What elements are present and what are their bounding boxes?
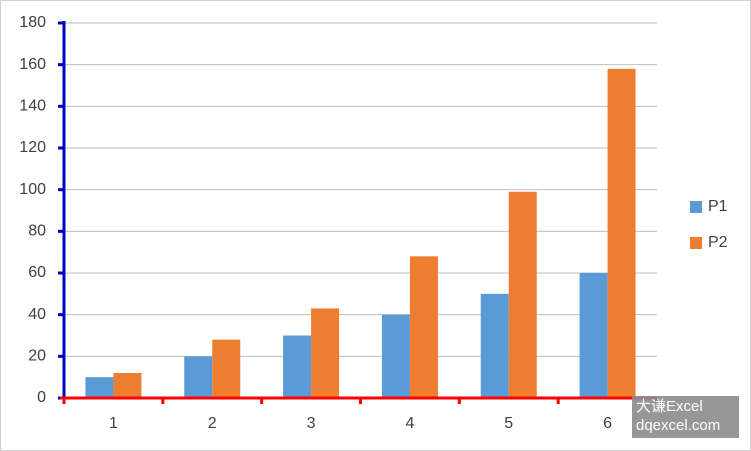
bar bbox=[85, 377, 114, 398]
bar bbox=[381, 314, 410, 398]
watermark-text: 大谦Excel bbox=[636, 398, 703, 415]
y-tick-label: 60 bbox=[28, 264, 46, 281]
bar bbox=[184, 356, 213, 398]
bar bbox=[579, 273, 608, 398]
y-tick-label: 0 bbox=[37, 389, 46, 406]
watermark-text: dqexcel.com bbox=[636, 417, 720, 434]
y-tick-label: 20 bbox=[28, 348, 46, 365]
y-tick-label: 140 bbox=[19, 98, 46, 115]
bar bbox=[607, 68, 636, 398]
x-tick-label: 4 bbox=[405, 415, 414, 432]
bar bbox=[409, 256, 438, 398]
bar bbox=[113, 373, 142, 398]
x-tick-label: 3 bbox=[307, 415, 316, 432]
bar bbox=[212, 339, 241, 398]
watermark-box bbox=[632, 396, 739, 438]
y-tick-label: 40 bbox=[28, 306, 46, 323]
legend-label: P1 bbox=[708, 198, 728, 215]
x-tick-label: 2 bbox=[208, 415, 217, 432]
y-tick-label: 120 bbox=[19, 139, 46, 156]
bar bbox=[508, 191, 537, 398]
legend-swatch bbox=[690, 237, 702, 249]
y-tick-label: 100 bbox=[19, 181, 46, 198]
bar bbox=[283, 335, 312, 398]
x-tick-label: 6 bbox=[603, 415, 612, 432]
y-tick-label: 180 bbox=[19, 14, 46, 31]
bar bbox=[480, 293, 509, 398]
legend-label: P2 bbox=[708, 234, 728, 251]
y-tick-label: 160 bbox=[19, 56, 46, 73]
y-tick-label: 80 bbox=[28, 223, 46, 240]
x-tick-label: 1 bbox=[109, 415, 118, 432]
bar bbox=[311, 308, 340, 398]
x-tick-label: 5 bbox=[504, 415, 513, 432]
legend-swatch bbox=[690, 201, 702, 213]
